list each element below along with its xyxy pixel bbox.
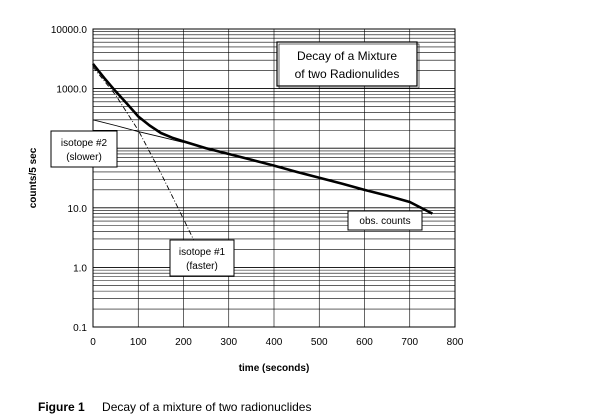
x-tick-label: 0	[90, 337, 96, 348]
series-layer	[91, 63, 433, 248]
x-axis-title: time (seconds)	[239, 363, 310, 374]
figure-caption-label: Figure 1	[38, 400, 85, 414]
annotation-obs-counts: obs. counts	[347, 210, 423, 231]
annotation-obs-counts-text: obs. counts	[359, 216, 410, 227]
x-tick-label: 400	[266, 337, 283, 348]
chart-title-line-2: of two Radionulides	[295, 67, 400, 81]
y-tick-label: 1.0	[73, 263, 87, 274]
annotation-isotope-1-line-1: isotope #1	[179, 247, 226, 258]
chart-title-box: Decay of a Mixture of two Radionulides	[276, 41, 420, 89]
chart-title-line-1: Decay of a Mixture	[297, 49, 397, 63]
annotation-isotope-2-line-1: isotope #2	[61, 138, 108, 149]
series-line-3	[92, 66, 198, 248]
x-tick-labels: 0 100 200 300 400 500 600 700 800	[90, 337, 464, 348]
x-tick-label: 600	[356, 337, 373, 348]
x-tick-label: 500	[311, 337, 328, 348]
series-line-1	[91, 63, 433, 215]
annotation-isotope-1: isotope #1 (faster)	[169, 239, 235, 277]
x-tick-label: 100	[130, 337, 147, 348]
figure-caption: Figure 1 Decay of a mixture of two radio…	[38, 400, 311, 414]
y-tick-label: 0.1	[73, 323, 87, 334]
y-tick-label: 1000.0	[56, 85, 87, 96]
x-tick-label: 800	[447, 337, 464, 348]
y-axis-title: counts/5 sec	[28, 147, 39, 208]
x-tick-label: 300	[220, 337, 237, 348]
x-tick-label: 200	[175, 337, 192, 348]
y-tick-label: 10000.0	[51, 25, 88, 36]
annotation-isotope-1-line-2: (faster)	[186, 261, 218, 272]
gridlines	[92, 29, 456, 328]
annotation-isotope-2-line-2: (slower)	[66, 152, 102, 163]
x-tick-label: 700	[401, 337, 418, 348]
figure-caption-text: Decay of a mixture of two radionuclides	[102, 400, 312, 414]
series-line-2	[92, 119, 184, 143]
y-tick-label: 10.0	[68, 204, 88, 215]
annotation-isotope-2: isotope #2 (slower)	[50, 130, 118, 168]
